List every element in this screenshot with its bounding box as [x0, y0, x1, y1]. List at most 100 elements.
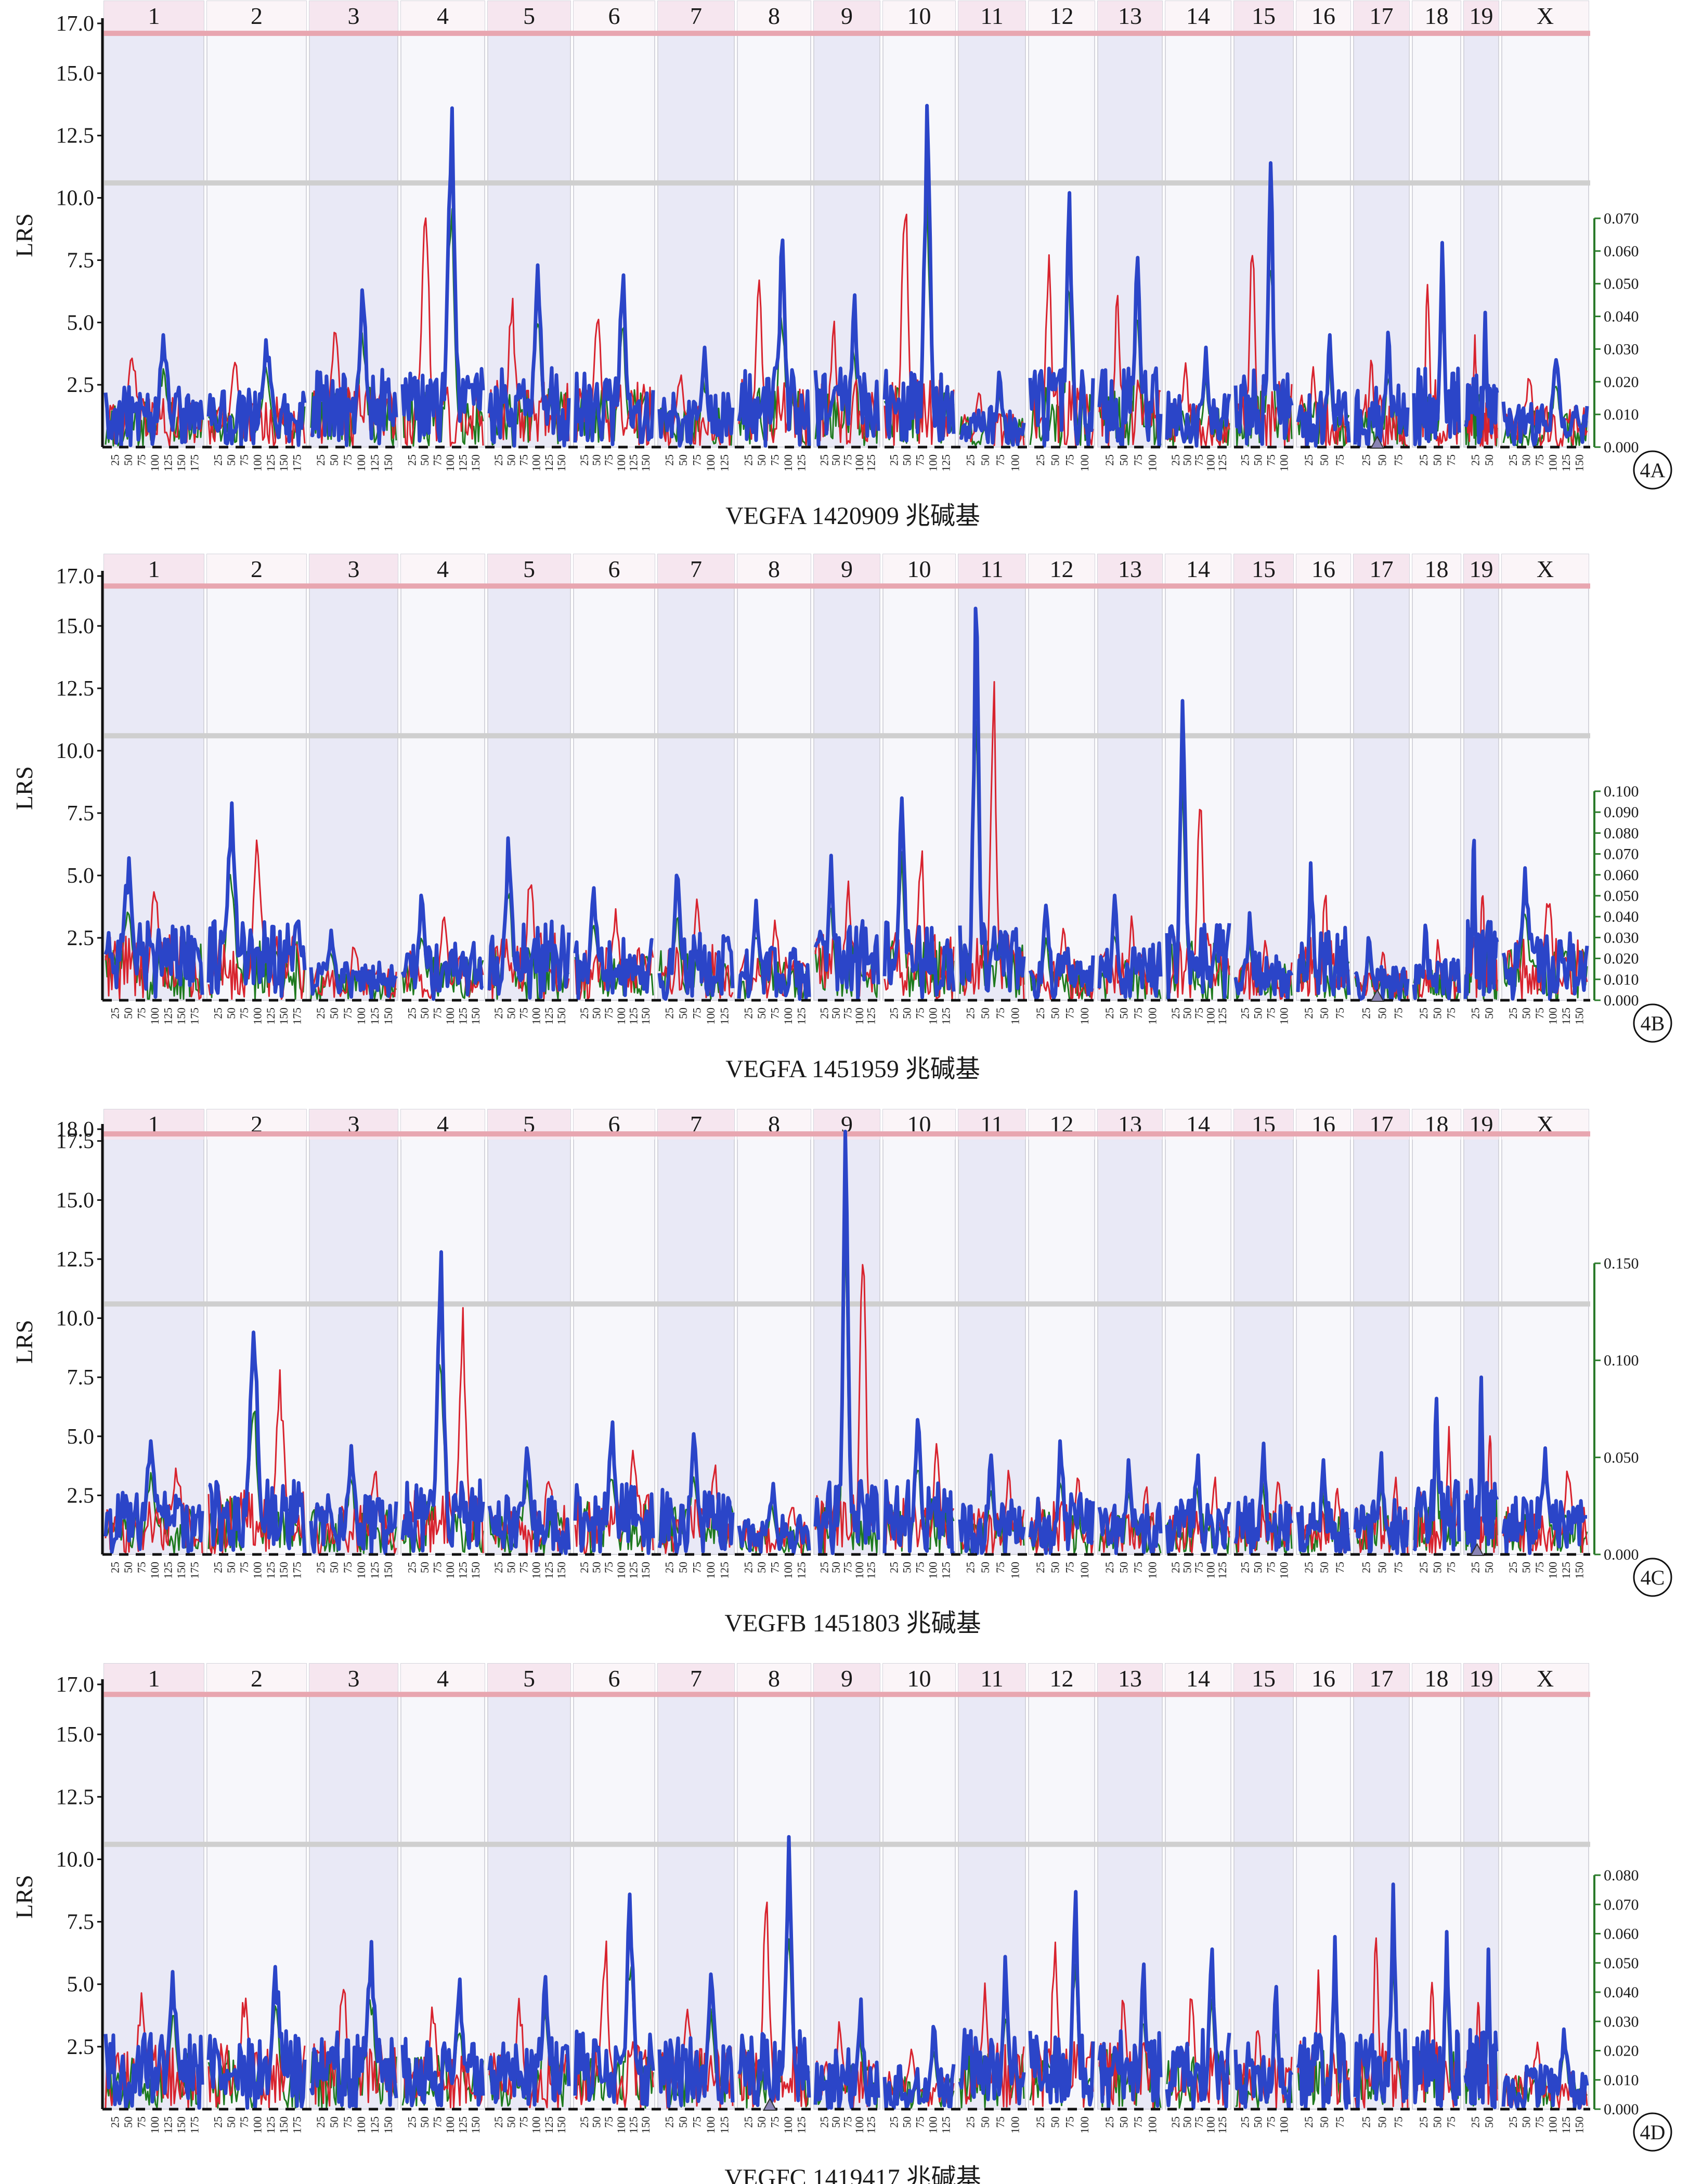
x-tick-label: 75 — [431, 1008, 444, 1019]
x-tick-label: 150 — [277, 2116, 290, 2134]
lrs-trace-chr-19 — [1463, 1947, 1499, 2110]
chromosome-column — [206, 554, 307, 1001]
chromosome-label: 14 — [1186, 3, 1210, 29]
x-tick-label: 125 — [1216, 1008, 1229, 1025]
x-tick-label: 50 — [504, 1008, 517, 1019]
x-tick-label: 50 — [1181, 1008, 1194, 1019]
x-tick-label: 100 — [782, 454, 795, 472]
x-tick-label: 175 — [290, 1008, 303, 1025]
x-tick-label: 50 — [122, 454, 135, 466]
chromosome-header — [737, 1, 811, 31]
lrs-trace-chr-13 — [1099, 1486, 1161, 1553]
x-tick-label: 75 — [1132, 1562, 1145, 1573]
x-tick-label: 75 — [1063, 2116, 1076, 2128]
lrs-trace-chr-5 — [487, 1974, 571, 2107]
y-axis-title: LRS — [11, 213, 37, 257]
x-tick-label: 100 — [1278, 1562, 1291, 1579]
y-tick-label: 17.0 — [56, 12, 95, 36]
lrs-trace-chr-2 — [208, 1330, 307, 1553]
x-tick-label: 75 — [431, 1562, 444, 1573]
x-tick-label: 75 — [238, 1562, 251, 1573]
x-tick-label: 50 — [979, 2116, 992, 2128]
chromosome-column — [400, 554, 485, 1001]
chromosome-header — [1234, 554, 1293, 584]
x-tick-label: 25 — [1302, 2116, 1315, 2128]
x-tick-label: 50 — [755, 454, 768, 466]
x-tick-label: 50 — [1431, 1008, 1444, 1019]
lrs-trace-chr-18 — [1412, 1396, 1461, 1552]
chromosome-label: 6 — [608, 3, 620, 29]
x-tick-label: 50 — [225, 1562, 238, 1573]
x-tick-label: 50 — [504, 1562, 517, 1573]
x-tick-label: 25 — [1239, 2116, 1252, 2128]
x-tick-label: 75 — [769, 2116, 782, 2128]
chromosome-label: 14 — [1186, 556, 1210, 582]
y-tick-label: 15.0 — [56, 1188, 95, 1212]
x-tick-label: 150 — [639, 454, 652, 472]
x-tick-label: 125 — [542, 2116, 555, 2134]
x-tick-label: 75 — [1392, 1562, 1405, 1573]
locus-marker-icon — [1370, 988, 1385, 1002]
x-tick-label: 125 — [865, 1008, 878, 1025]
x-tick-label: 150 — [382, 2116, 395, 2134]
x-tick-label: 25 — [1034, 2116, 1047, 2128]
x-tick-label: 25 — [1417, 1562, 1430, 1573]
x-tick-label: 50 — [1117, 1008, 1130, 1019]
x-tick-label: 25 — [1034, 454, 1047, 466]
right-tick-label: 0.030 — [1604, 341, 1639, 358]
x-axis-title: VEGFA 1420909 兆碱基 — [725, 502, 980, 530]
x-tick-label: 125 — [161, 454, 174, 472]
chromosome-label: 17 — [1370, 1665, 1394, 1692]
chromosome-header — [1234, 1664, 1293, 1694]
right-tick-label: 0.150 — [1604, 1255, 1639, 1272]
lrs-trace-chr-14 — [1165, 1453, 1231, 1555]
y-tick-label: 2.5 — [67, 926, 95, 950]
x-tick-label: 75 — [914, 454, 927, 466]
x-tick-label: 50 — [755, 2116, 768, 2128]
x-tick-label: 25 — [1034, 1008, 1047, 1019]
lrs-trace-chr-X — [1501, 358, 1589, 448]
lrs-trace-chr-7 — [657, 345, 735, 448]
chromosome-column — [309, 1, 398, 448]
x-tick-label: 50 — [504, 2116, 517, 2128]
x-tick-label: 100 — [1009, 2116, 1022, 2134]
panel-badge-label: 4B — [1641, 1012, 1665, 1035]
lrs-trace-chr-19 — [1463, 1375, 1499, 1554]
lrs-trace-chr-10 — [882, 796, 956, 999]
x-tick-label: 100 — [704, 1008, 717, 1025]
x-tick-label: 50 — [979, 1562, 992, 1573]
x-tick-label: 50 — [829, 1562, 842, 1573]
x-tick-label: 25 — [1469, 2116, 1482, 2128]
x-tick-label: 50 — [677, 1562, 690, 1573]
chromosome-label: 19 — [1470, 1665, 1493, 1692]
x-tick-label: 125 — [865, 454, 878, 472]
lrs-trace-chr-11 — [958, 1955, 1026, 2105]
x-tick-label: 100 — [853, 2116, 866, 2134]
x-tick-label: 75 — [1445, 2116, 1458, 2128]
x-tick-label: 25 — [742, 454, 755, 466]
x-tick-label: 150 — [639, 2116, 652, 2134]
x-tick-label: 150 — [277, 1562, 290, 1579]
x-tick-label: 150 — [555, 1008, 568, 1025]
chromosome-label: 7 — [690, 556, 702, 582]
x-tick-label: 25 — [817, 454, 830, 466]
chromosome-label: 17 — [1370, 3, 1394, 29]
x-tick-label: 25 — [492, 2116, 505, 2128]
x-tick-label: 25 — [1506, 1562, 1519, 1573]
x-tick-label: 125 — [368, 1562, 381, 1579]
chromosome-label: 18 — [1425, 556, 1449, 582]
right-tick-label: 0.020 — [1604, 2043, 1639, 2060]
lrs-trace-chr-2 — [206, 801, 307, 998]
right-tick-label: 0.040 — [1604, 1984, 1639, 2001]
chromosome-header — [1098, 554, 1162, 584]
chromosome-column — [813, 1663, 880, 2110]
x-tick-label: 50 — [1483, 454, 1496, 466]
x-tick-label: 25 — [964, 454, 977, 466]
x-tick-label: 75 — [602, 2116, 615, 2128]
right-tick-label: 0.030 — [1604, 929, 1639, 946]
chromosome-column — [1412, 1109, 1461, 1555]
chromosome-header — [1234, 1, 1293, 31]
chromosome-column — [103, 1, 204, 448]
x-tick-label: 100 — [927, 2116, 940, 2134]
x-tick-label: 50 — [1181, 454, 1194, 466]
